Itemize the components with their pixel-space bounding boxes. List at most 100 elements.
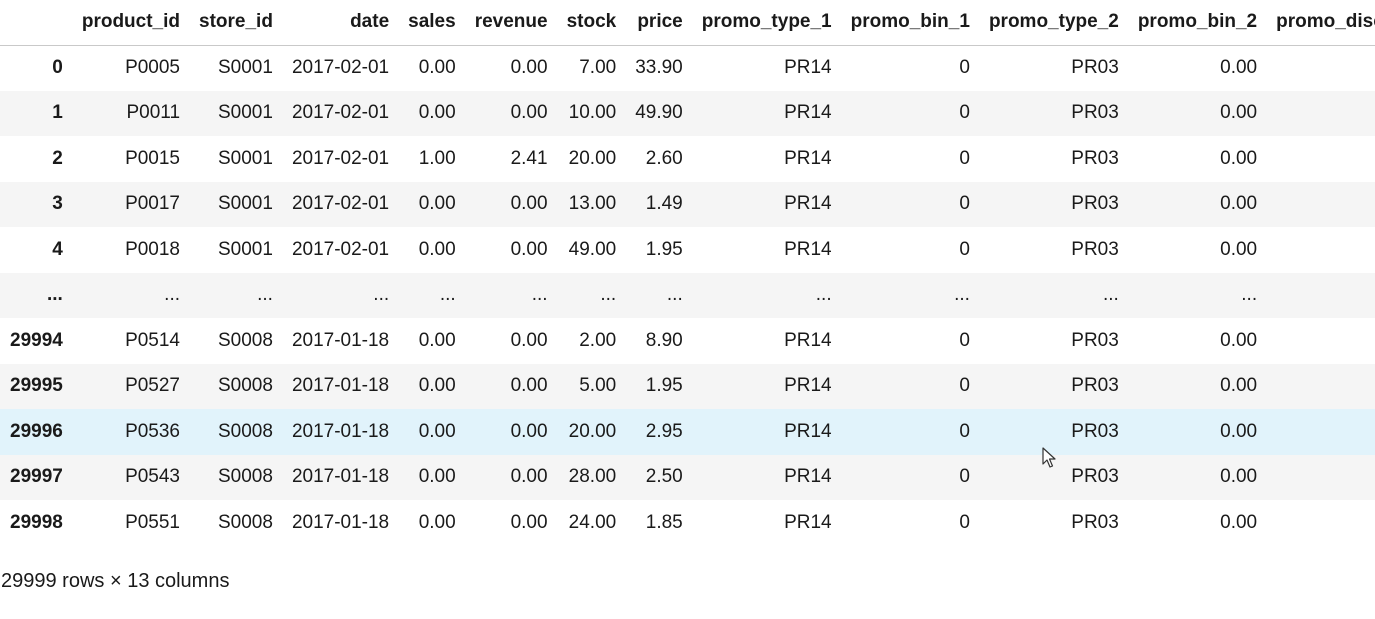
table-row: ....................................	[0, 272, 1375, 319]
table-cell	[1266, 136, 1375, 182]
table-row: 3 P0017 S0001 2017-02-01 0.00 0.00 13.00 1.49 PR…	[0, 181, 1375, 228]
table-cell: 1.95	[645, 375, 683, 397]
table-cell: 24.00	[568, 511, 617, 533]
header-row: product_id store_id date sales revenue stock p…	[0, 0, 1375, 46]
table-cell: 0	[959, 511, 970, 533]
table-cell: PR14	[784, 238, 832, 260]
row-index: 29997	[10, 466, 63, 488]
table-cell: 0.00	[510, 420, 548, 442]
row-index: 29996	[10, 420, 63, 442]
column-header: promo_bin_2	[1127, 0, 1267, 46]
table-cell: 0.00	[1220, 193, 1258, 215]
table-cell: 0.00	[510, 511, 548, 533]
table-cell: 0.00	[1220, 511, 1258, 533]
table-cell: PR14	[784, 147, 832, 169]
table-cell: 2017-02-01	[291, 193, 390, 215]
column-header: price	[625, 0, 692, 46]
table-cell: ...	[257, 284, 273, 306]
table-cell	[1266, 273, 1375, 319]
row-index: ...	[47, 284, 63, 306]
column-header: promo_type_2	[978, 0, 1128, 46]
table-cell: 0.00	[1220, 420, 1258, 442]
table-cell: ...	[164, 284, 181, 306]
table-cell: PR03	[1071, 147, 1119, 169]
table-cell: 2017-02-01	[291, 238, 390, 260]
table-cell: 1.95	[645, 238, 683, 260]
table-cell	[1266, 227, 1375, 273]
table-cell	[1266, 318, 1375, 364]
table-cell	[1266, 182, 1375, 228]
mouse-pointer-icon	[1042, 447, 1056, 468]
table-cell: S0008	[217, 420, 273, 442]
row-index: 3	[52, 193, 63, 215]
table-cell	[1266, 91, 1375, 137]
table-cell: 0.00	[1220, 466, 1258, 488]
table-cell: P0015	[125, 147, 181, 169]
table-cell: P0536	[125, 420, 181, 442]
table-row: 29995 P0527 S0008 2017-01-18 0.00 0.00 5.00 1.9…	[0, 363, 1375, 410]
dataframe-shape-text: 29999 rows × 13 columns	[1, 570, 230, 592]
table-cell: 7.00	[579, 57, 617, 78]
table-cell: 28.00	[568, 466, 617, 488]
table-cell: P0017	[125, 193, 181, 215]
table-cell: 0.00	[510, 57, 548, 78]
table-cell: PR03	[1071, 511, 1119, 533]
table-cell: S0008	[217, 329, 273, 351]
table-cell: 0.00	[418, 511, 456, 533]
column-header: store_id	[189, 0, 282, 46]
table-cell: 1.85	[645, 511, 683, 533]
table-cell: 2017-02-01	[291, 102, 390, 124]
table-cell	[1266, 455, 1375, 501]
table-cell: 0.00	[510, 238, 548, 260]
table-cell: ...	[1241, 284, 1258, 306]
table-cell: 0	[959, 57, 970, 78]
table-cell	[1266, 409, 1375, 455]
row-index: 0	[52, 57, 63, 78]
table-cell: ...	[815, 284, 832, 306]
table-row: 4 P0018 S0001 2017-02-01 0.00 0.00 49.00 1.95 PR…	[0, 227, 1375, 273]
table-cell: 2017-02-01	[291, 147, 390, 169]
column-header: promo_type_1	[691, 0, 841, 46]
table-cell: 0.00	[418, 375, 456, 397]
column-header: promo_disc	[1266, 0, 1375, 46]
table-cell: P0018	[125, 238, 181, 260]
table-cell: S0001	[217, 238, 273, 260]
table-cell: PR03	[1071, 193, 1119, 215]
table-cell: 0.00	[1220, 375, 1258, 397]
table-cell: PR03	[1071, 466, 1119, 488]
table-cell: PR14	[784, 102, 832, 124]
table-cell: 0	[959, 466, 970, 488]
table-cell	[1266, 45, 1375, 91]
table-cell: 0.00	[418, 102, 456, 124]
table-cell: 2017-01-18	[291, 466, 390, 488]
table-row: 29997 P0543 S0008 2017-01-18 0.00 0.00 28.00 2.…	[0, 454, 1375, 501]
table-cell: PR14	[784, 57, 832, 78]
table-row: 1 P0011 S0001 2017-02-01 0.00 0.00 10.00 49.90 P…	[0, 90, 1375, 137]
table-cell: PR14	[784, 466, 832, 488]
table-cell: 2.00	[579, 329, 617, 351]
table-cell: 2.50	[645, 466, 683, 488]
table-cell: PR03	[1071, 57, 1119, 78]
table-cell: ...	[666, 284, 683, 306]
table-cell: 0	[959, 420, 970, 442]
table-cell: PR03	[1071, 375, 1119, 397]
table-cell: P0527	[125, 375, 181, 397]
table-cell: 0	[959, 329, 970, 351]
table-cell: 0.00	[418, 329, 456, 351]
table-cell: 8.90	[645, 329, 683, 351]
table-cell: 0.00	[510, 329, 548, 351]
table-cell: 2017-01-18	[291, 329, 390, 351]
table-cell: 49.90	[635, 102, 683, 124]
column-header: date	[281, 0, 399, 46]
table-cell: ...	[373, 284, 390, 306]
table-cell: 0.00	[418, 193, 456, 215]
table-cell	[1266, 364, 1375, 410]
table-cell: 1.00	[418, 147, 456, 169]
table-cell: 2017-02-01	[291, 57, 390, 78]
table-cell: ...	[954, 284, 970, 306]
table-cell: 5.00	[579, 375, 617, 397]
column-header: promo_bin_1	[840, 0, 979, 46]
table-cell: S0008	[217, 375, 273, 397]
table-cell: PR03	[1071, 420, 1119, 442]
